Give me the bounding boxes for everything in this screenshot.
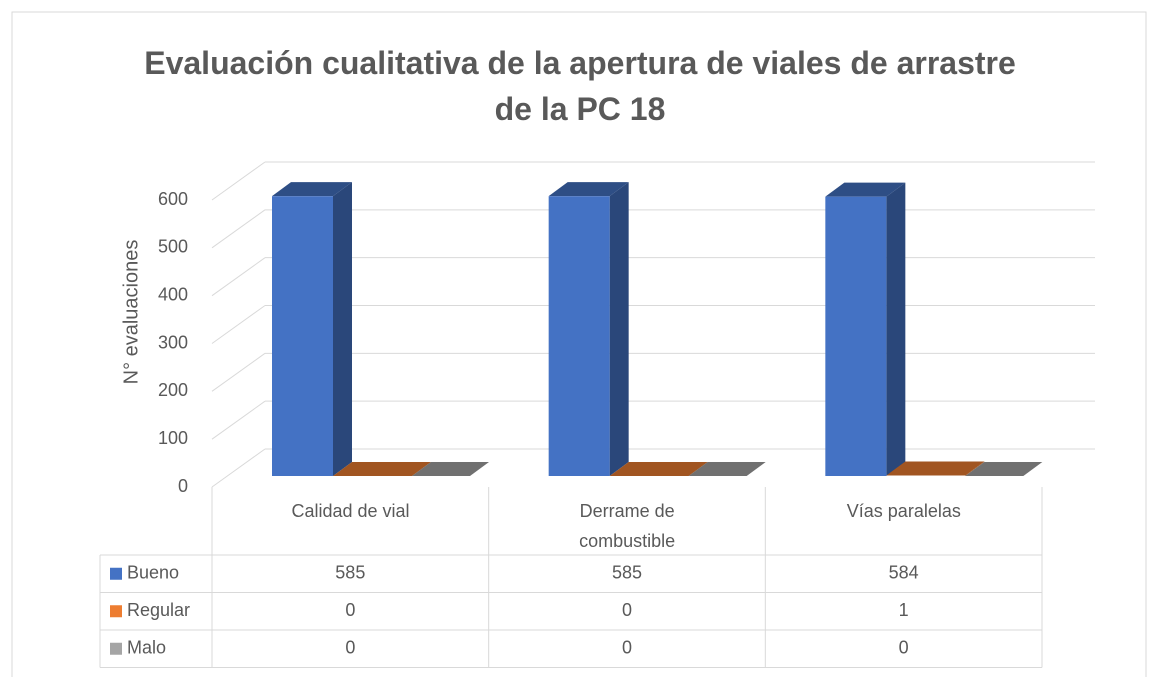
table-value: 0 — [899, 638, 909, 658]
y-axis-label: N° evaluaciones — [120, 240, 142, 385]
category-text: Vías paralelas — [846, 501, 961, 521]
grid-line — [211, 305, 266, 344]
chart-title: Evaluación cualitativa de la apertura de… — [144, 45, 1016, 127]
table-value: 584 — [889, 563, 919, 583]
legend-label: Bueno — [127, 563, 179, 583]
bar — [688, 462, 766, 476]
bar-top — [825, 182, 906, 197]
bar-top — [965, 462, 1043, 476]
legend-swatch — [110, 605, 122, 618]
y-tick-label: 0 — [178, 476, 188, 496]
bar — [825, 182, 906, 477]
title-box: Evaluación cualitativa de la apertura de… — [144, 45, 1016, 127]
y-tick-label: 400 — [158, 284, 188, 304]
bar — [965, 462, 1043, 476]
x-tick-label: Calidad de vial — [212, 496, 489, 526]
y-tick-label: 100 — [158, 428, 188, 448]
table-value: 0 — [345, 600, 355, 620]
bar — [333, 462, 431, 476]
y-tick-label: 300 — [158, 332, 188, 352]
chart-border — [11, 11, 1147, 677]
x-tick-label: Vías paralelas — [765, 496, 1042, 526]
y-tick-label: 600 — [158, 189, 188, 209]
grid-line — [211, 257, 266, 297]
grid-line — [211, 209, 266, 249]
table-value: 585 — [335, 563, 365, 583]
grid-line — [211, 352, 266, 392]
bar-front — [548, 196, 610, 477]
bar-top — [333, 462, 431, 476]
bar-top — [412, 462, 489, 476]
table-value: 1 — [899, 600, 909, 620]
bar-side — [886, 182, 906, 477]
bar-top — [548, 182, 629, 197]
legend-swatch — [110, 642, 122, 655]
bar — [548, 182, 629, 477]
table-value: 0 — [622, 638, 632, 658]
x-tick-label: Derrame de combustible — [489, 496, 766, 556]
bar — [412, 462, 489, 476]
legend-swatch — [110, 567, 122, 580]
table-value: 0 — [345, 638, 355, 658]
bar-top — [886, 461, 985, 476]
bar-top — [272, 182, 352, 197]
y-tick-label: 500 — [158, 237, 188, 257]
bar-side — [609, 182, 629, 477]
bar — [272, 182, 352, 477]
y-tick-label: 200 — [158, 380, 188, 400]
category-text: Calidad de vial — [291, 501, 410, 521]
table-value: 0 — [622, 600, 632, 620]
grid-line — [211, 400, 266, 440]
bar-front — [272, 196, 333, 477]
bar-top — [609, 462, 708, 476]
grid-line — [211, 161, 266, 201]
legend-label: Malo — [127, 638, 166, 658]
bar-top — [688, 462, 766, 476]
bar — [609, 462, 708, 476]
bar — [886, 461, 985, 476]
bar-side — [965, 461, 985, 476]
table-value: 585 — [612, 563, 642, 583]
legend-label: Regular — [127, 600, 190, 620]
bar-front — [825, 196, 887, 477]
category-text: Derrame de combustible — [579, 501, 676, 551]
bar-side — [333, 182, 352, 477]
grid-line — [211, 448, 266, 488]
